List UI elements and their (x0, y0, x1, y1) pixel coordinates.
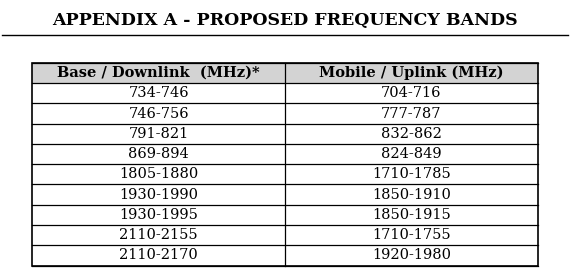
Text: 1710-1755: 1710-1755 (372, 228, 451, 242)
Text: 791-821: 791-821 (128, 127, 189, 141)
Text: 824-849: 824-849 (381, 147, 442, 161)
Text: Base / Downlink  (MHz)*: Base / Downlink (MHz)* (58, 66, 260, 80)
Text: 734-746: 734-746 (128, 86, 189, 100)
Text: 832-862: 832-862 (381, 127, 442, 141)
Text: 746-756: 746-756 (128, 106, 189, 120)
Text: 1930-1990: 1930-1990 (119, 188, 198, 202)
Text: 777-787: 777-787 (381, 106, 442, 120)
Text: 1850-1910: 1850-1910 (372, 188, 451, 202)
Text: 1920-1980: 1920-1980 (372, 248, 451, 262)
Text: 704-716: 704-716 (381, 86, 442, 100)
Text: APPENDIX A - PROPOSED FREQUENCY BANDS: APPENDIX A - PROPOSED FREQUENCY BANDS (52, 12, 518, 29)
Text: Mobile / Uplink (MHz): Mobile / Uplink (MHz) (319, 66, 504, 80)
Text: 2110-2170: 2110-2170 (119, 248, 198, 262)
Text: 1850-1915: 1850-1915 (372, 208, 451, 222)
Bar (32, 63, 538, 83)
Text: 1805-1880: 1805-1880 (119, 167, 198, 181)
Text: 1930-1995: 1930-1995 (119, 208, 198, 222)
Text: 869-894: 869-894 (128, 147, 189, 161)
Text: 2110-2155: 2110-2155 (119, 228, 198, 242)
Text: 1710-1785: 1710-1785 (372, 167, 451, 181)
